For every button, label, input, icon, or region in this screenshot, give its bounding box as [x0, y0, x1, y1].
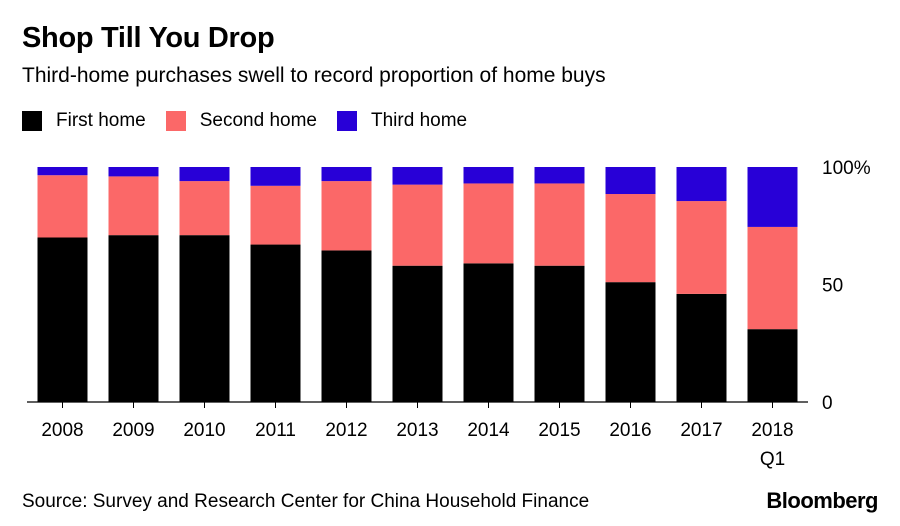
- bar-first-home-2013: [392, 265, 443, 402]
- bar-first-home-2014: [463, 263, 514, 402]
- bar-third-home-2016: [605, 167, 656, 195]
- bar-third-home-2018-q1: [747, 167, 798, 227]
- x-tick-label: 2013: [396, 420, 438, 441]
- bar-second-home-2018-q1: [747, 226, 798, 330]
- bar-first-home-2008: [37, 237, 88, 402]
- x-tick-label: 2015: [538, 420, 580, 441]
- bar-first-home-2018-q1: [747, 329, 798, 402]
- y-tick-label: 100%: [822, 158, 871, 179]
- x-tick-label: 2014: [467, 420, 510, 441]
- legend-swatch-second-home: [165, 111, 186, 131]
- x-tick-label: 2010: [183, 420, 225, 441]
- bar-first-home-2010: [179, 235, 230, 402]
- bar-second-home-2017: [676, 201, 727, 294]
- x-tick-label: 2017: [680, 420, 722, 441]
- legend: First home Second home Third home: [22, 110, 487, 132]
- x-tick-label: 2016: [609, 420, 651, 441]
- legend-item-third-home: Third home: [337, 110, 467, 132]
- bar-third-home-2017: [676, 167, 727, 202]
- legend-label-first-home: First home: [56, 110, 146, 131]
- bar-third-home-2009: [108, 167, 159, 177]
- x-tick-label: 2008: [41, 420, 83, 441]
- x-tick-label: 2018: [751, 420, 793, 441]
- y-tick-label: 50: [822, 276, 843, 297]
- bar-second-home-2014: [463, 183, 514, 264]
- bar-third-home-2010: [179, 167, 230, 182]
- bar-second-home-2011: [250, 185, 301, 245]
- stacked-bar-chart: 2008 2009 2010 2011 2012 2013 2014 2015 2016 2017…: [27, 158, 871, 470]
- bar-second-home-2012: [321, 181, 372, 251]
- legend-item-first-home: First home: [22, 110, 146, 132]
- bar-third-home-2012: [321, 167, 372, 182]
- chart-subtitle: Third-home purchases swell to record pro…: [22, 64, 606, 87]
- x-tick-label: 2011: [255, 420, 296, 441]
- legend-label-third-home: Third home: [371, 110, 468, 131]
- bar-third-home-2011: [250, 167, 301, 186]
- source-note: Source: Survey and Research Center for C…: [22, 491, 590, 512]
- x-tick-label: 2009: [112, 420, 154, 441]
- x-tick-label: Q1: [760, 449, 785, 470]
- legend-label-second-home: Second home: [199, 110, 317, 131]
- bar-first-home-2016: [605, 282, 656, 402]
- bar-second-home-2009: [108, 176, 159, 236]
- x-tick-label: 2012: [325, 420, 367, 441]
- bar-third-home-2014: [463, 167, 514, 184]
- bar-third-home-2013: [392, 167, 443, 185]
- bar-second-home-2010: [179, 181, 230, 236]
- legend-swatch-third-home: [337, 111, 357, 131]
- bar-third-home-2015: [534, 167, 585, 184]
- bar-first-home-2009: [108, 235, 159, 402]
- bloomberg-logo: Bloomberg: [766, 488, 878, 513]
- bar-first-home-2017: [676, 293, 727, 402]
- legend-swatch-first-home: [22, 111, 42, 131]
- bar-second-home-2013: [392, 184, 443, 266]
- bar-first-home-2011: [250, 244, 301, 402]
- y-tick-label: 0: [822, 393, 833, 414]
- bar-second-home-2008: [37, 175, 88, 238]
- legend-item-second-home: Second home: [165, 110, 317, 132]
- chart-title: Shop Till You Drop: [22, 22, 275, 54]
- bar-second-home-2015: [534, 183, 585, 266]
- bar-third-home-2008: [37, 167, 88, 176]
- bar-first-home-2012: [321, 250, 372, 402]
- bar-second-home-2016: [605, 194, 656, 283]
- bar-first-home-2015: [534, 265, 585, 402]
